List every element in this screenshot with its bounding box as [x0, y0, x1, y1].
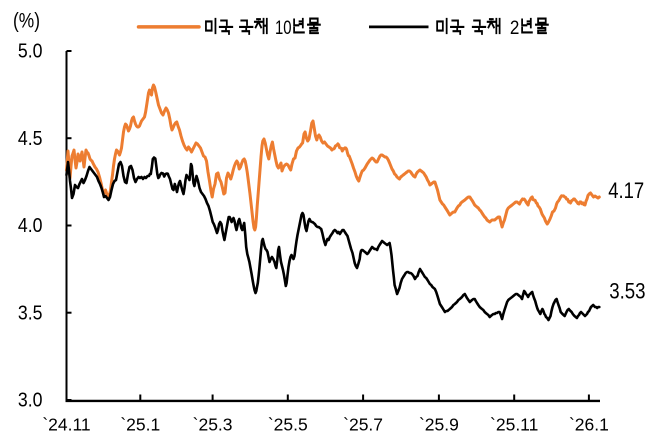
svg-text:`25.7: `25.7: [343, 415, 383, 435]
svg-text:(%): (%): [13, 10, 40, 33]
svg-text:4.0: 4.0: [18, 214, 43, 237]
svg-text:2: 2: [510, 17, 520, 39]
svg-text:3.0: 3.0: [18, 389, 43, 412]
svg-text:4.17: 4.17: [608, 178, 644, 203]
svg-text:`25.3: `25.3: [193, 415, 233, 435]
svg-text:5.0: 5.0: [18, 40, 43, 63]
svg-text:`25.9: `25.9: [419, 415, 459, 435]
svg-text:`24.11: `24.11: [42, 415, 90, 435]
svg-text:4.5: 4.5: [18, 127, 43, 150]
svg-text:10: 10: [275, 17, 292, 39]
svg-text:`25.1: `25.1: [120, 415, 160, 435]
svg-text:3.53: 3.53: [609, 279, 645, 304]
svg-text:`26.1: `26.1: [569, 415, 609, 435]
svg-text:3.5: 3.5: [18, 301, 43, 324]
svg-text:`25.11: `25.11: [490, 415, 538, 435]
svg-text:`25.5: `25.5: [268, 415, 308, 435]
